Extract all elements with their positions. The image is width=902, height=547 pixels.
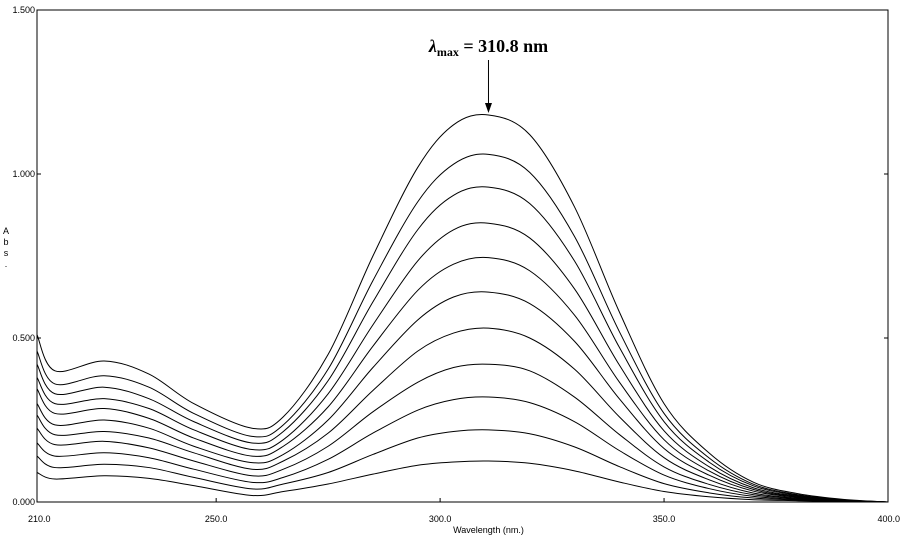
absorbance-curve-2 [36,153,889,503]
x-tick-label-4: 350.0 [653,514,676,524]
absorbance-curve-11 [36,460,889,503]
label-layer: 210.0 250.0 300.0 350.0 400.0 0.000 0.500 1.000… [3,5,900,535]
x-tick-label-1: 210.0 [28,514,51,524]
absorbance-curve-5 [36,256,889,503]
absorbance-curve-9 [36,396,889,503]
absorbance-curve-3 [36,186,889,503]
annotation-arrow-head [484,102,492,113]
y-tick-label-1: 0.000 [12,497,35,507]
plot-frame [36,9,889,503]
absorbance-curve-7 [36,327,889,503]
absorbance-curve-8 [36,363,889,503]
annotation-layer: λmax = 310.8 nm [428,36,548,113]
y-tick-label-4: 1.500 [12,5,35,15]
series-layer [36,114,889,503]
absorbance-curve-6 [36,291,889,503]
absorbance-curve-4 [36,222,889,503]
x-tick-label-5: 400.0 [877,514,900,524]
x-tick-label-3: 300.0 [429,514,452,524]
y-tick-label-2: 0.500 [12,333,35,343]
x-axis-title: Wavelength (nm.) [453,525,524,535]
absorbance-curve-10 [36,429,889,503]
y-tick-label-3: 1.000 [12,169,35,179]
absorbance-curve-1 [36,114,889,503]
tick-layer [36,9,889,503]
lambda-max-annotation: λmax = 310.8 nm [428,36,548,59]
x-tick-label-2: 250.0 [205,514,228,524]
